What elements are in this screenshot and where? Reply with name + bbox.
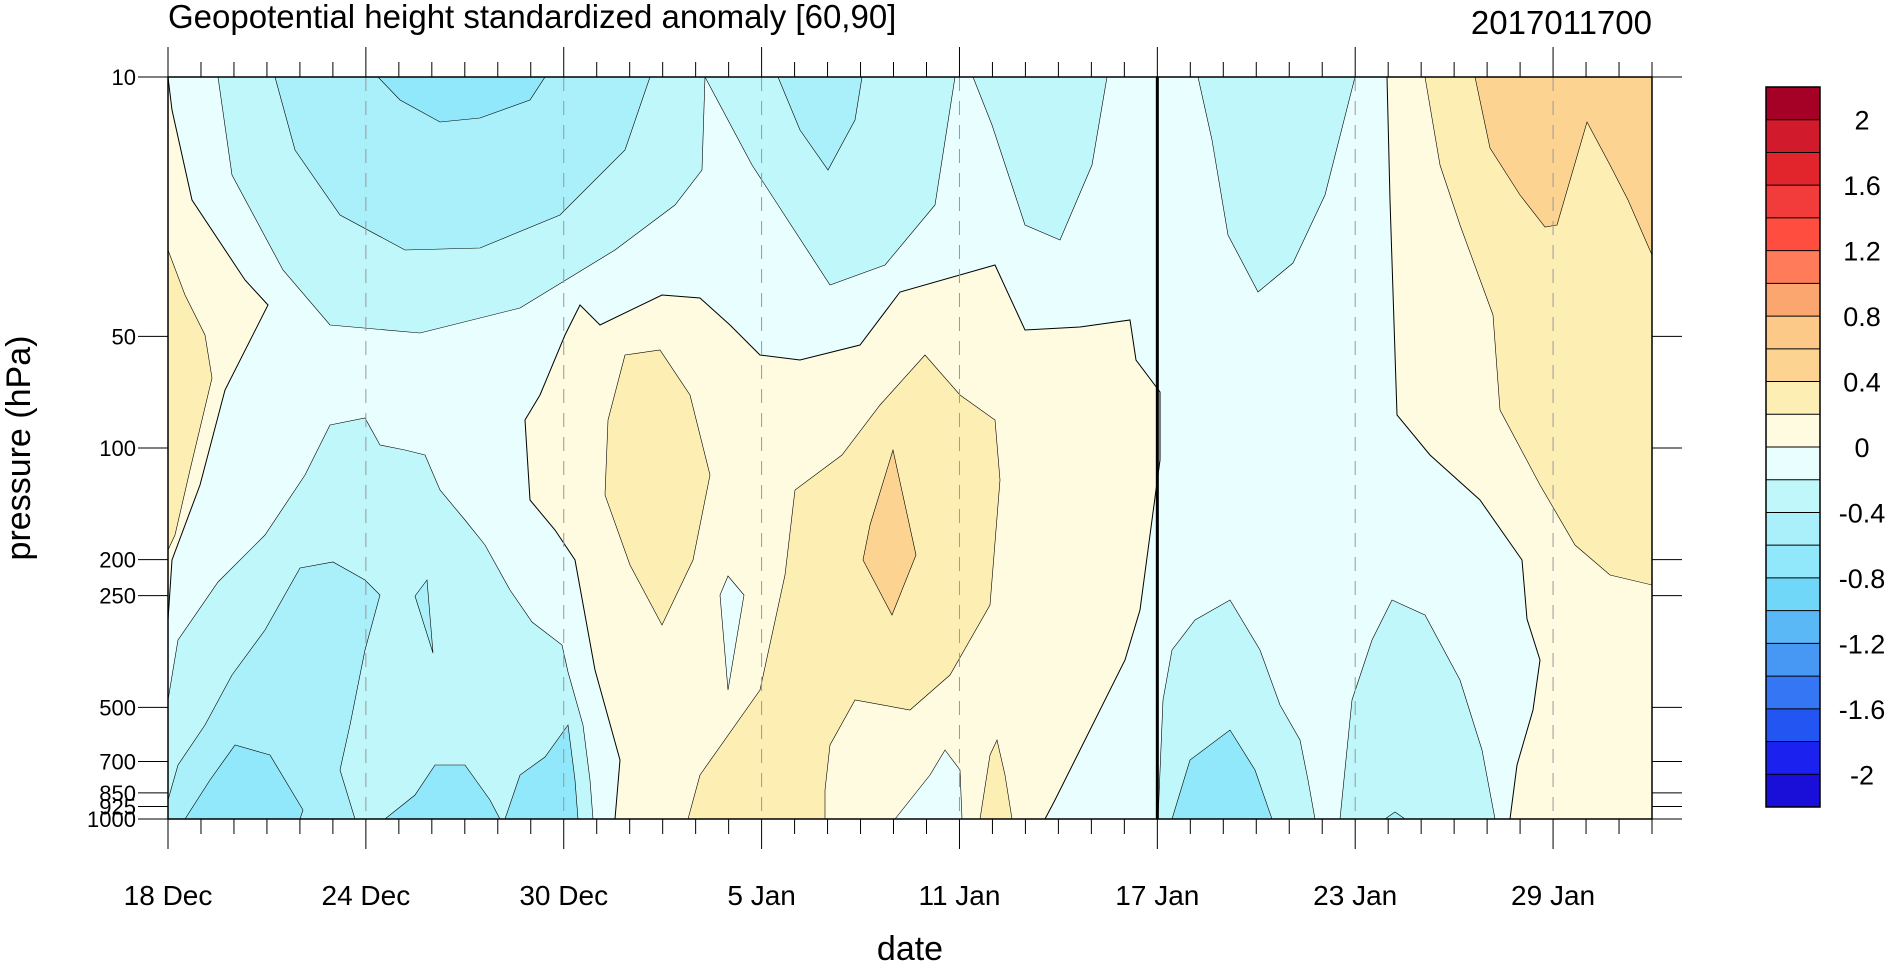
contour-region-negative-pocket-left — [414, 579, 434, 654]
contour-region-positive-right-core — [1474, 77, 1652, 256]
colorbar-swatch — [1766, 217, 1820, 252]
colorbar-swatch — [1766, 577, 1820, 612]
plot-area — [168, 77, 1652, 819]
chart-right-title: 2017011700 — [1471, 4, 1652, 41]
x-tick-label: 24 Dec — [322, 880, 411, 911]
x-axis: 18 Dec 24 Dec 30 Dec 5 Jan 11 Jan 17 Jan 23 Ja… — [124, 47, 1653, 911]
y-tick-label: 100 — [99, 436, 136, 461]
contour-region-negative-upper-inner — [274, 77, 651, 251]
contour-region-negative-lower-jan17-core — [1171, 729, 1273, 819]
colorbar-swatch — [1766, 774, 1820, 808]
colorbar-swatch — [1766, 87, 1820, 121]
x-tick-label: 18 Dec — [124, 880, 213, 911]
y-axis-label: pressure (hPa) — [0, 336, 38, 561]
y-tick-label: 10 — [112, 65, 136, 90]
colorbar-label: 0 — [1854, 433, 1869, 463]
colorbar-swatch — [1766, 545, 1820, 579]
contour-region-negative-lower-mid-core-2 — [504, 724, 579, 819]
contour-region-negative-pocket — [719, 575, 745, 691]
colorbar-swatch — [1766, 512, 1820, 546]
colorbar-swatch — [1766, 316, 1820, 350]
colorbar-swatch — [1766, 414, 1820, 448]
colorbar-swatch — [1766, 610, 1820, 644]
colorbar-label: 0.4 — [1843, 368, 1881, 398]
contour-region-negative-upper-jan11 — [972, 77, 1108, 241]
colorbar-swatch — [1766, 283, 1820, 317]
y-tick-label: 850 — [99, 781, 136, 806]
contour-region-negative-lower-jan23-core — [1384, 811, 1406, 819]
colorbar-swatch — [1766, 119, 1820, 153]
y-tick-label: 500 — [99, 695, 136, 720]
contour-region-positive-left — [168, 77, 269, 621]
colorbar-label: 1.2 — [1843, 237, 1881, 267]
x-tick-label: 30 Dec — [519, 880, 608, 911]
contour-region-positive-left-inner — [168, 249, 213, 551]
colorbar-label: 1.6 — [1843, 171, 1881, 201]
x-tick-label: 5 Jan — [727, 880, 796, 911]
contour-region-positive-center-core — [862, 448, 917, 616]
x-tick-label: 17 Jan — [1115, 880, 1199, 911]
y-tick-label: 250 — [99, 584, 136, 609]
x-tick-label: 11 Jan — [918, 880, 1000, 911]
contour-region-negative-lower-mid-core — [384, 764, 501, 819]
colorbar-swatch — [1766, 479, 1820, 513]
x-axis-label: date — [877, 930, 943, 963]
colorbar: 2 1.6 1.2 0.8 0.4 0 -0.4 -0.8 -1.2 -1.6 -2 — [1765, 86, 1886, 808]
x-tick-label: 29 Jan — [1511, 880, 1595, 911]
colorbar-swatch — [1766, 381, 1820, 415]
contour-region-negative-lower-left-inner — [168, 561, 381, 819]
contour-region-negative-upper-jan17 — [1197, 77, 1356, 293]
contour-region-negative-lower-jan11 — [894, 749, 963, 819]
colorbar-swatch — [1766, 250, 1820, 284]
colorbar-label: 2 — [1854, 106, 1869, 136]
colorbar-label: 0.8 — [1843, 302, 1881, 332]
chart-title: Geopotential height standardized anomaly… — [168, 0, 896, 35]
contour-region-negative-upper-mid — [704, 77, 956, 286]
contour-region-positive-left-lobe — [604, 349, 711, 626]
colorbar-swatch — [1766, 741, 1820, 775]
colorbar-swatch — [1766, 643, 1820, 677]
contour-region-negative-upper-mid-core — [777, 77, 863, 171]
colorbar-label: -1.6 — [1839, 695, 1886, 725]
y-tick-label: 700 — [99, 750, 136, 775]
colorbar-swatch — [1766, 185, 1820, 219]
contour-region-negative-lower-jan23 — [1339, 599, 1496, 819]
y-tick-label: 925 — [99, 794, 136, 819]
contour-region-positive-right-inner — [1424, 77, 1652, 586]
contour-region-negative-upper-core — [377, 77, 546, 123]
y-tick-label: 200 — [99, 548, 136, 573]
colorbar-swatch — [1766, 676, 1820, 710]
colorbar-swatch — [1766, 152, 1820, 186]
contour-region-positive-lower-jan11 — [979, 739, 1013, 819]
colorbar-swatch — [1766, 348, 1820, 383]
colorbar-swatch — [1766, 447, 1820, 481]
x-tick-label: 23 Jan — [1313, 880, 1397, 911]
colorbar-label: -0.4 — [1839, 498, 1886, 528]
colorbar-label: -0.8 — [1839, 564, 1886, 594]
y-tick-label: 50 — [112, 324, 136, 349]
colorbar-swatch — [1766, 708, 1820, 743]
colorbar-frame — [1765, 86, 1821, 808]
colorbar-label: -1.2 — [1839, 629, 1886, 659]
colorbar-label: -2 — [1850, 760, 1874, 790]
contour-region-negative-lower-left-core — [184, 744, 304, 819]
y-tick-label: 1000 — [87, 807, 136, 832]
contour-region-positive-center-lobe — [687, 354, 1001, 819]
